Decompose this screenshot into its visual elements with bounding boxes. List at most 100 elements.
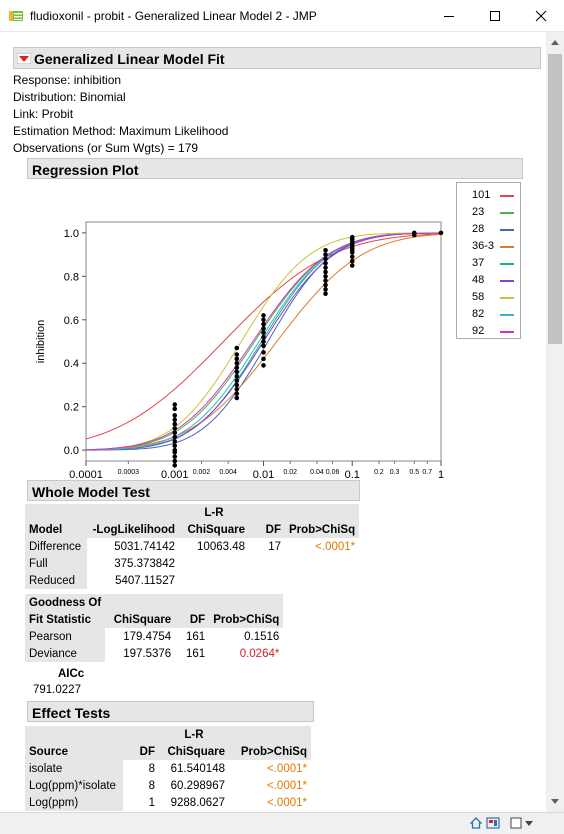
legend-item[interactable]: 101 (457, 187, 522, 204)
col-header-prob: Prob>ChiSq (289, 523, 356, 536)
chevron-down-icon[interactable] (525, 821, 533, 827)
maximize-button[interactable] (472, 0, 518, 32)
data-point (172, 406, 178, 412)
legend-swatch (500, 331, 514, 333)
data-point (323, 282, 328, 288)
red-triangle-menu-icon[interactable] (17, 53, 31, 64)
data-point (323, 287, 328, 292)
data-point (172, 434, 178, 440)
x-minor-tick-label: 0.002 (193, 469, 211, 476)
legend-label: 37 (472, 257, 485, 269)
data-point (172, 421, 178, 427)
data-point (323, 269, 328, 275)
goodness-of-fit-table: Goodness Of Fit Statistic ChiSquare DF P… (25, 594, 284, 662)
table-row: Deviance 197.5376 161 0.0264* (25, 645, 283, 662)
data-point (172, 417, 178, 423)
legend-swatch (500, 212, 514, 214)
link-text: Link: Probit (13, 107, 74, 121)
vertical-scrollbar[interactable] (546, 32, 564, 812)
table-row: Log(ppm) 1 9288.0627 <.0001* (25, 794, 311, 811)
data-point (411, 230, 417, 236)
legend-swatch (500, 314, 514, 316)
effect-tests-table: L-R Source DF ChiSquare Prob>ChiSq isola… (25, 726, 311, 811)
gof-col-chisq: ChiSquare (113, 613, 172, 626)
effect-col-source: Source (29, 745, 68, 758)
data-point (323, 278, 328, 283)
legend-item[interactable]: 37 (457, 255, 522, 272)
legend-item[interactable]: 23 (457, 204, 522, 221)
table-row: Log(ppm)*isolate 8 60.298967 <.0001* (25, 777, 311, 794)
minimize-button[interactable] (426, 0, 472, 32)
x-tick-label: 0.1 (345, 469, 360, 480)
y-tick-label: 0.0 (64, 445, 79, 457)
data-point (234, 378, 240, 383)
aicc-value: 791.0227 (33, 684, 81, 696)
title-bar: fludioxonil - probit - Generalized Linea… (0, 0, 564, 32)
legend-item[interactable]: 58 (457, 289, 522, 306)
y-tick-label: 0.4 (64, 358, 79, 370)
data-point (234, 365, 240, 370)
legend-item[interactable]: 48 (457, 272, 522, 289)
x-minor-tick-label: 0.3 (390, 469, 400, 476)
close-icon (535, 10, 547, 22)
regression-plot-title: Regression Plot (32, 162, 139, 178)
data-point (261, 350, 266, 355)
data-point (234, 360, 240, 366)
legend-label: 92 (472, 325, 485, 337)
table-row: isolate 8 61.540148 <.0001* (25, 760, 311, 777)
legend-swatch (500, 263, 514, 265)
data-point (349, 263, 355, 268)
data-point (261, 334, 266, 340)
data-point (234, 356, 240, 362)
x-minor-tick-label: 0.7 (422, 469, 432, 476)
x-tick-label: 0.001 (161, 469, 189, 480)
x-minor-tick-label: 0.0003 (118, 469, 140, 476)
close-button[interactable] (518, 0, 564, 32)
legend-item[interactable]: 28 (457, 221, 522, 238)
data-point (323, 252, 328, 257)
data-point (172, 439, 178, 444)
whole-model-test-header[interactable]: Whole Model Test (27, 480, 360, 501)
effect-col-lr: L-R (184, 728, 204, 741)
x-minor-tick-label: 0.04 (310, 469, 324, 476)
data-point (172, 458, 178, 464)
jmp-app-icon (9, 11, 23, 21)
whole-model-test-table: L-R Model -LogLikelihood ChiSquare DF Pr… (25, 504, 360, 589)
table-row: Difference 5031.74142 10063.48 17 <.0001… (25, 538, 359, 555)
glm-fit-header[interactable]: Generalized Linear Model Fit (13, 47, 541, 69)
effect-col-df: DF (139, 745, 155, 758)
data-point (323, 260, 328, 266)
scroll-up-icon[interactable] (550, 38, 560, 48)
col-header-lr: L-R (204, 506, 224, 519)
data-point (172, 426, 178, 431)
scroll-down-icon[interactable] (550, 796, 560, 806)
y-tick-label: 1.0 (64, 228, 79, 240)
data-point (261, 363, 266, 368)
window-list-icon[interactable] (486, 817, 500, 829)
gof-title-line1: Goodness Of (29, 596, 102, 609)
legend-item[interactable]: 82 (457, 306, 522, 323)
home-icon[interactable] (470, 817, 482, 829)
layout-icon[interactable] (510, 817, 522, 829)
glm-fit-title: Generalized Linear Model Fit (34, 51, 225, 67)
legend-item[interactable]: 36-3 (457, 238, 522, 255)
legend-label: 36-3 (472, 240, 495, 252)
distribution-text: Distribution: Binomial (13, 90, 126, 104)
data-point (349, 234, 355, 240)
effect-tests-title: Effect Tests (32, 705, 111, 721)
legend-label: 48 (472, 274, 485, 286)
data-point (172, 413, 178, 418)
data-point (323, 265, 328, 270)
scrollbar-thumb[interactable] (548, 54, 562, 344)
regression-plot-header[interactable]: Regression Plot (27, 158, 523, 179)
effect-tests-header[interactable]: Effect Tests (27, 701, 314, 722)
x-minor-tick-label: 0.02 (283, 469, 297, 476)
legend-swatch (500, 246, 514, 248)
x-minor-tick-label: 0.5 (409, 469, 419, 476)
legend-swatch (500, 229, 514, 231)
legend-label: 101 (472, 189, 491, 201)
legend-item[interactable]: 92 (457, 323, 522, 340)
series-line-58 (85, 232, 441, 451)
x-tick-label: 0.01 (253, 469, 274, 480)
data-point (323, 256, 328, 262)
